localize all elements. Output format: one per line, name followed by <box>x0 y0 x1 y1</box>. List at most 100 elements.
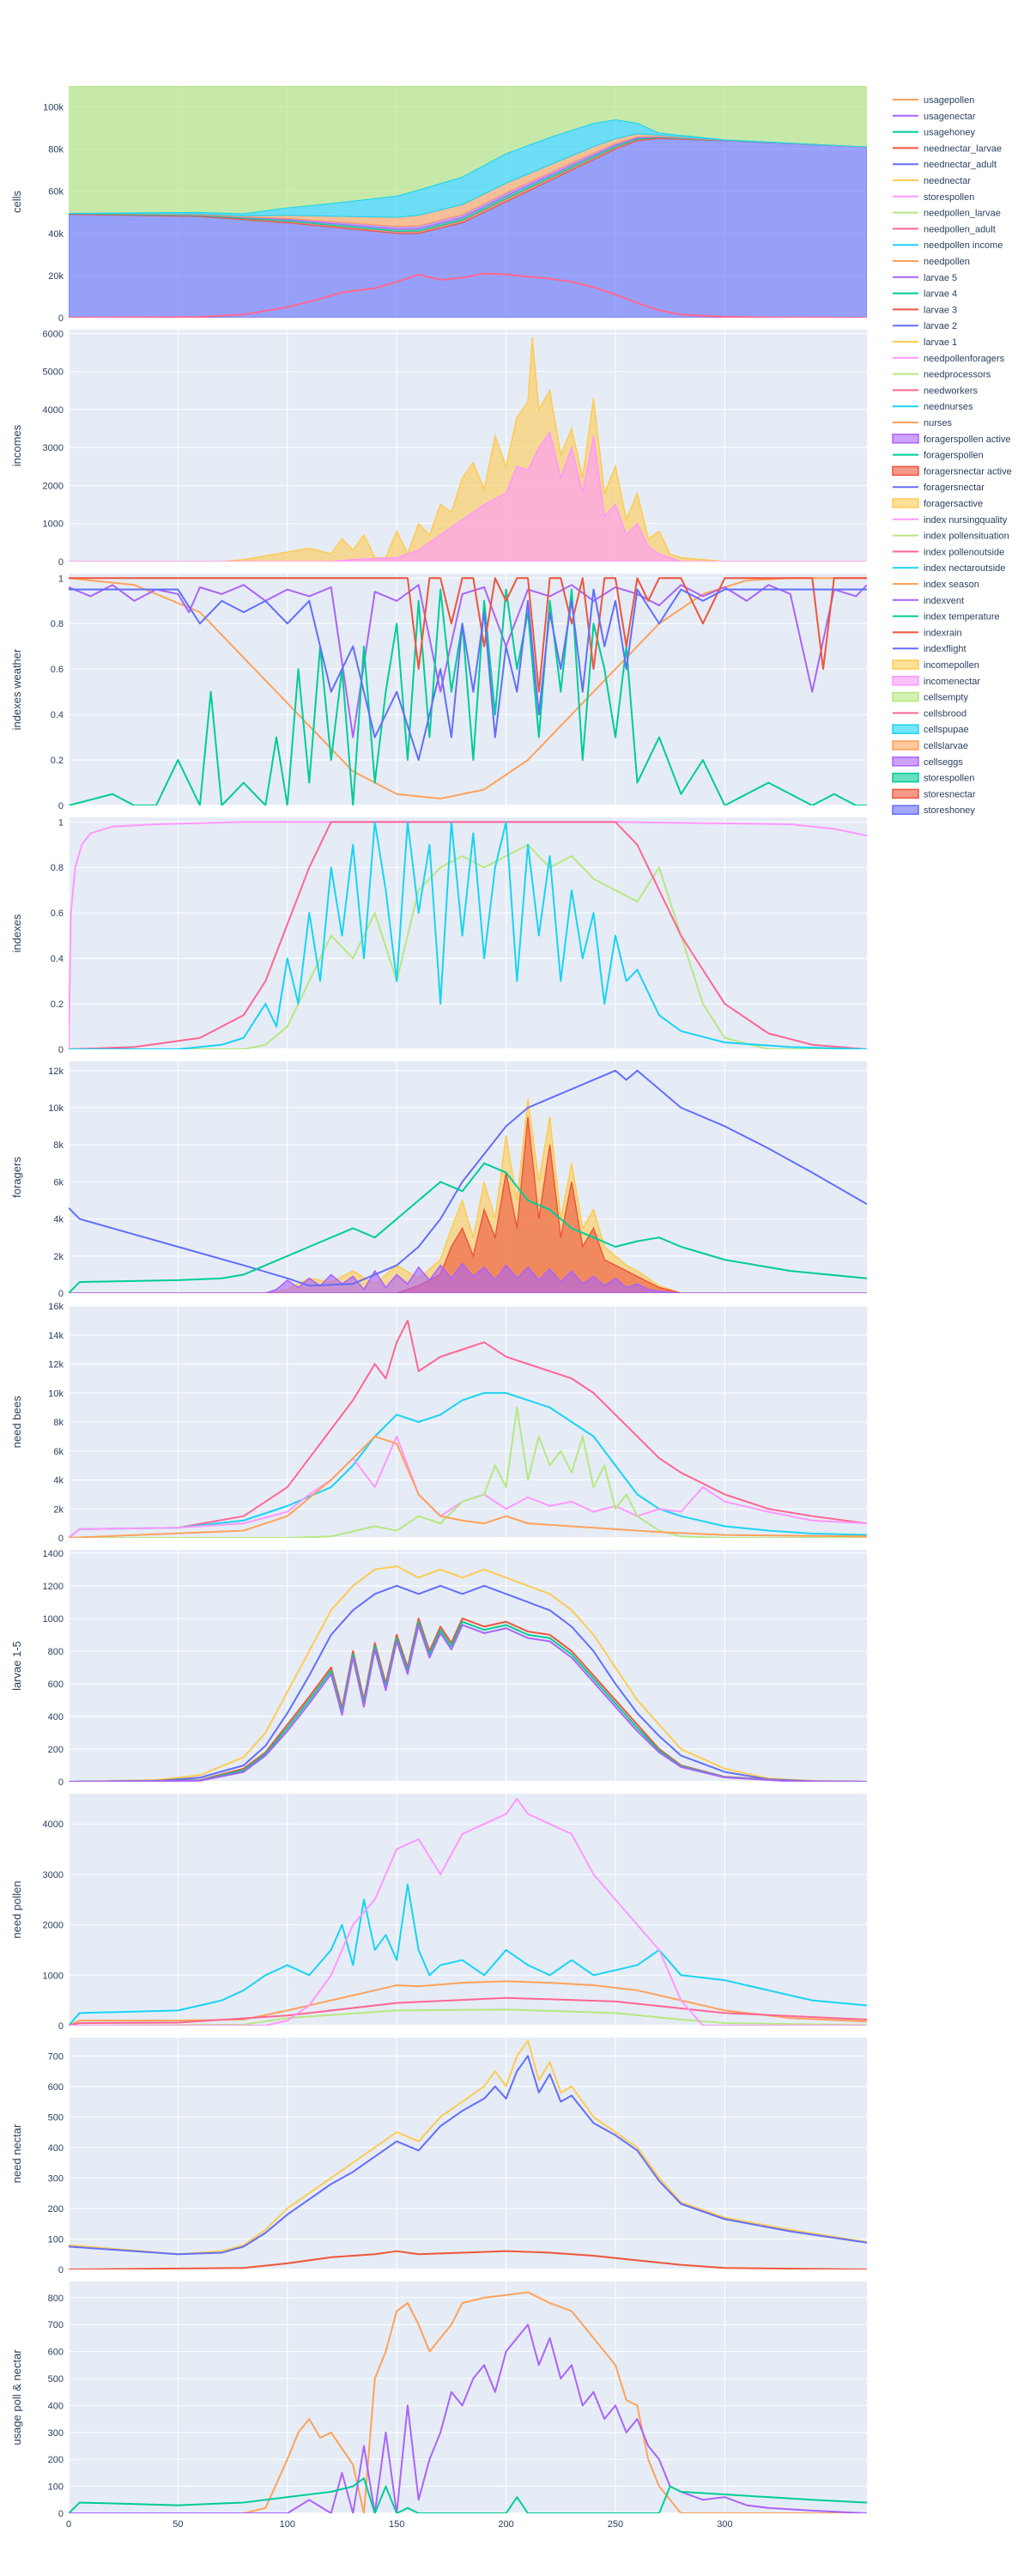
y-axis-label: foragers <box>10 1157 23 1198</box>
legend-label: neednurses <box>924 402 973 412</box>
y-axis-label: indexes <box>10 914 23 952</box>
legend-item-incomepollen[interactable]: incomepollen <box>892 659 979 671</box>
legend-item-indexrain[interactable]: indexrain <box>893 628 962 638</box>
panel-incomes: 0 1000 2000 3000 4000 5000 6000 incomes <box>10 329 867 568</box>
legend-item-storespollen[interactable]: storespollen <box>892 772 974 784</box>
legend-item-larvae-2[interactable]: larvae 2 <box>893 321 957 331</box>
legend-label: foragerspollen active <box>924 434 1011 445</box>
legend-item-storesnectar[interactable]: storesnectar <box>892 788 976 799</box>
legend-item-usagehoney[interactable]: usagehoney <box>893 128 975 138</box>
legend-item-foragersnectar-active[interactable]: foragersnectar active <box>892 465 1012 477</box>
series-group <box>69 577 867 805</box>
legend-item-storeshoney[interactable]: storeshoney <box>892 805 975 816</box>
legend-item-cellsbrood[interactable]: cellsbrood <box>893 708 966 719</box>
y-tick-label: 2k <box>53 1252 64 1262</box>
panel-background <box>69 2281 867 2513</box>
chart-legend: usagepollen usagenectar usagehoney neednect… <box>892 95 1012 816</box>
legend-item-larvae-4[interactable]: larvae 4 <box>893 289 957 300</box>
legend-swatch <box>892 434 919 444</box>
y-tick-label: 0.4 <box>51 954 64 964</box>
y-axis-label: need nectar <box>10 2123 23 2183</box>
legend-item-cellslarvae[interactable]: cellslarvae <box>892 740 968 751</box>
legend-item-index-nursingquality[interactable]: index nursingquality <box>893 515 1008 526</box>
legend-label: cellslarvae <box>924 741 968 751</box>
legend-item-needpollen-larvae[interactable]: needpollen_larvae <box>893 209 1001 219</box>
legend-label: index pollenoutside <box>924 547 1004 557</box>
line-storespollen <box>69 1797 867 2026</box>
legend-item-index-nectaroutside[interactable]: index nectaroutside <box>893 563 1005 574</box>
legend-item-index-pollensituation[interactable]: index pollensituation <box>893 532 1009 542</box>
legend-item-index-temperature[interactable]: index temperature <box>893 612 1000 623</box>
legend-item-foragerspollen-active[interactable]: foragerspollen active <box>892 434 1011 445</box>
legend-item-larvae-1[interactable]: larvae 1 <box>893 337 957 348</box>
line-neednurses <box>69 1392 867 1538</box>
line-index-pollenoutside <box>69 821 867 1049</box>
legend-item-neednectar[interactable]: neednectar <box>893 176 971 186</box>
legend-item-foragerspollen[interactable]: foragerspollen <box>893 451 984 461</box>
line-index-temperature <box>69 588 867 805</box>
legend-item-neednectar-adult[interactable]: neednectar_adult <box>893 160 997 170</box>
legend-item-neednectar-larvae[interactable]: neednectar_larvae <box>893 143 1002 154</box>
panel-need-nectar: 0 100 200 300 400 500 600 700 need nectar <box>10 2038 867 2275</box>
y-tick-label: 0 <box>58 1534 64 1544</box>
y-tick-label: 300 <box>48 2428 64 2439</box>
legend-item-cellsempty[interactable]: cellsempty <box>892 691 968 703</box>
y-tick-label: 800 <box>48 2293 64 2304</box>
legend-item-larvae-5[interactable]: larvae 5 <box>893 273 957 283</box>
area-incomenectar <box>69 430 867 562</box>
legend-item-neednurses[interactable]: neednurses <box>893 402 973 412</box>
y-tick-label: 0 <box>58 1289 64 1299</box>
y-tick-label: 6k <box>53 1177 64 1188</box>
legend-item-incomenectar[interactable]: incomenectar <box>892 676 980 687</box>
legend-item-needpollen-income[interactable]: needpollen income <box>893 240 1003 251</box>
line-neednectar-adult <box>69 2055 867 2256</box>
line-neednectar-larvae <box>69 2250 867 2269</box>
y-tick-label: 4k <box>53 1215 64 1225</box>
y-tick-label: 0 <box>58 2021 64 2032</box>
panel-indexes-weather: 0 0.2 0.4 0.6 0.8 1 indexes weather <box>10 574 867 811</box>
line-index-pollensituation <box>69 843 867 1049</box>
legend-item-foragersactive[interactable]: foragersactive <box>892 498 983 509</box>
y-tick-label: 80k <box>48 145 64 155</box>
y-tick-label: 16k <box>48 1302 64 1312</box>
legend-item-needworkers[interactable]: needworkers <box>893 386 978 396</box>
legend-item-index-season[interactable]: index season <box>893 580 979 590</box>
y-tick-label: 0.8 <box>51 619 64 629</box>
legend-item-foragersnectar[interactable]: foragersnectar <box>893 483 985 493</box>
y-tick-label: 12k <box>48 1066 64 1077</box>
legend-item-cellseggs[interactable]: cellseggs <box>892 756 963 768</box>
legend-item-needprocessors[interactable]: needprocessors <box>893 370 991 380</box>
x-tick-label: 0 <box>66 2519 71 2530</box>
legend-item-larvae-3[interactable]: larvae 3 <box>893 305 957 315</box>
legend-label: nurses <box>924 418 953 428</box>
y-tick-label: 6000 <box>43 329 64 339</box>
legend-item-indexvent[interactable]: indexvent <box>893 596 964 606</box>
legend-item-storespollen[interactable]: storespollen <box>893 192 974 203</box>
legend-item-indexflight[interactable]: indexflight <box>893 644 966 654</box>
legend-item-needpollen-adult[interactable]: needpollen_adult <box>893 224 996 234</box>
legend-swatch <box>892 788 919 799</box>
legend-item-cellspupae[interactable]: cellspupae <box>892 724 969 735</box>
legend-item-usagenectar[interactable]: usagenectar <box>893 112 976 122</box>
legend-label: cellsempty <box>924 693 968 703</box>
legend-item-index-pollenoutside[interactable]: index pollenoutside <box>893 547 1004 557</box>
legend-item-needpollenforagers[interactable]: needpollenforagers <box>893 354 1005 364</box>
legend-item-nurses[interactable]: nurses <box>893 418 953 428</box>
line-larvae-5 <box>69 1624 867 1782</box>
series-group <box>69 821 867 1049</box>
y-tick-label: 10k <box>48 1388 64 1399</box>
x-tick-label: 150 <box>389 2519 404 2530</box>
y-tick-label: 0 <box>58 1045 64 1055</box>
line-indexflight <box>69 588 867 762</box>
line-needpollen-income <box>69 1883 867 2026</box>
y-tick-label: 400 <box>48 1712 64 1722</box>
legend-label: foragersnectar <box>924 483 985 493</box>
legend-item-usagepollen[interactable]: usagepollen <box>893 95 974 106</box>
y-tick-label: 1 <box>58 574 64 584</box>
legend-label: usagepollen <box>924 95 974 106</box>
y-tick-label: 10k <box>48 1103 64 1114</box>
legend-item-needpollen[interactable]: needpollen <box>893 257 970 267</box>
y-tick-label: 200 <box>48 2204 64 2215</box>
line-indexrain <box>69 577 867 693</box>
y-tick-label: 0 <box>58 2509 64 2519</box>
